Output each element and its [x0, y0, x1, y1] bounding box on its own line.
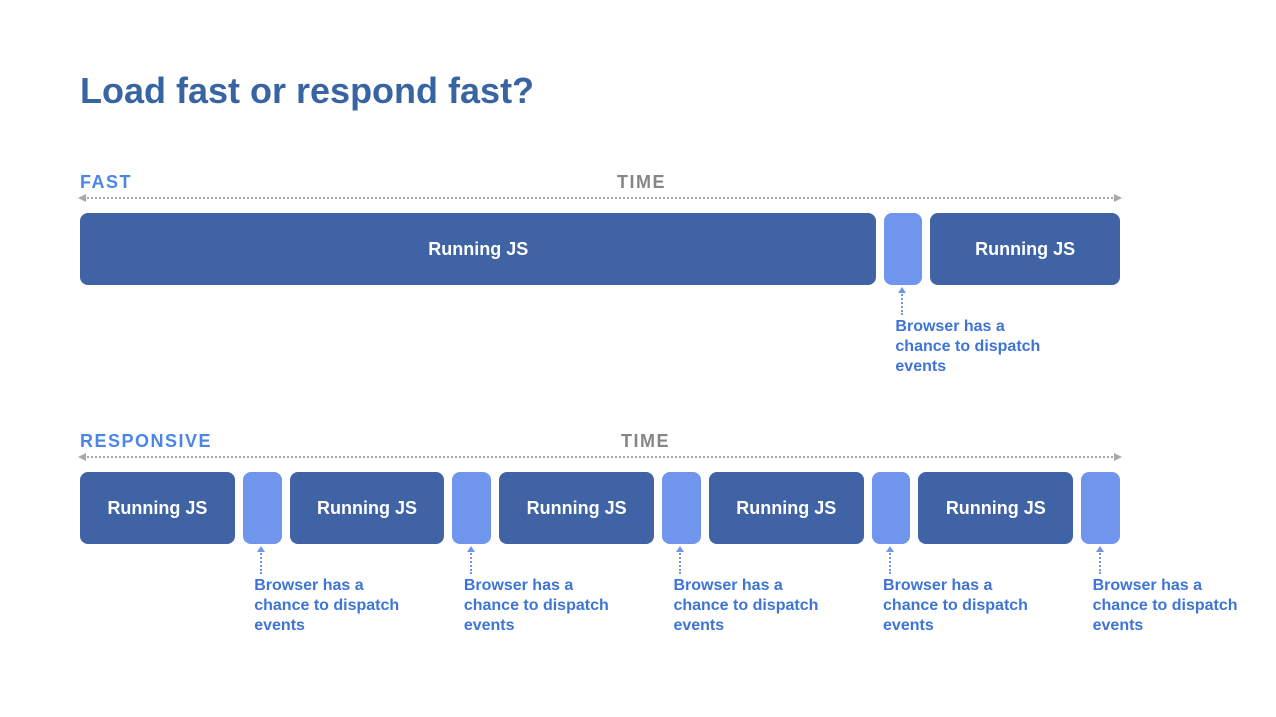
dispatch-annotation: Browser has a chance to dispatch events	[1093, 550, 1243, 636]
annotations-row: Browser has a chance to dispatch events B…	[80, 550, 1120, 640]
timeline-axis	[80, 456, 1120, 458]
event-gap-block	[872, 472, 911, 544]
page-title: Load fast or respond fast?	[80, 70, 1196, 112]
event-gap-block	[243, 472, 282, 544]
event-gap-block	[452, 472, 491, 544]
time-label: TIME	[621, 431, 670, 452]
section-label-responsive: RESPONSIVE	[80, 431, 212, 452]
diagram-root: FASTTIMEFASTRunning JSRunning JSBrowser …	[80, 172, 1196, 640]
annotation-text: Browser has a chance to dispatch events	[1093, 576, 1243, 636]
js-task-block: Running JS	[930, 213, 1120, 285]
annotation-arrow-icon	[1099, 550, 1101, 574]
annotation-arrow-icon	[901, 291, 903, 315]
timeline-section-fast: FASTTIMEFASTRunning JSRunning JSBrowser …	[80, 172, 1196, 381]
annotation-arrow-icon	[470, 550, 472, 574]
time-label: TIME	[617, 172, 666, 193]
section-header: FASTTIMEFAST	[80, 172, 1196, 193]
blocks-row: Running JS Running JS	[80, 213, 1120, 285]
annotation-arrow-icon	[679, 550, 681, 574]
dispatch-annotation: Browser has a chance to dispatch events	[673, 550, 823, 636]
blocks-row: Running JS Running JS Running JS Running JS…	[80, 472, 1120, 544]
dispatch-annotation: Browser has a chance to dispatch events	[464, 550, 614, 636]
annotations-row: Browser has a chance to dispatch events	[80, 291, 1120, 381]
section-label-fast: FAST	[80, 172, 132, 193]
annotation-text: Browser has a chance to dispatch events	[254, 576, 404, 636]
event-gap-block	[1081, 472, 1120, 544]
annotation-arrow-icon	[260, 550, 262, 574]
dispatch-annotation: Browser has a chance to dispatch events	[254, 550, 404, 636]
annotation-arrow-icon	[889, 550, 891, 574]
annotation-text: Browser has a chance to dispatch events	[895, 317, 1045, 377]
event-gap-block	[662, 472, 701, 544]
timeline-axis	[80, 197, 1120, 199]
js-task-block: Running JS	[290, 472, 445, 544]
event-gap-block	[884, 213, 922, 285]
js-task-block: Running JS	[918, 472, 1073, 544]
annotation-text: Browser has a chance to dispatch events	[464, 576, 614, 636]
dispatch-annotation: Browser has a chance to dispatch events	[883, 550, 1033, 636]
js-task-block: Running JS	[499, 472, 654, 544]
annotation-text: Browser has a chance to dispatch events	[883, 576, 1033, 636]
js-task-block: Running JS	[709, 472, 864, 544]
dispatch-annotation: Browser has a chance to dispatch events	[895, 291, 1045, 377]
annotation-text: Browser has a chance to dispatch events	[673, 576, 823, 636]
js-task-block: Running JS	[80, 213, 876, 285]
timeline-section-responsive: RESPONSIVETIMERESPONSIVERunning JSRunnin…	[80, 431, 1196, 640]
section-header: RESPONSIVETIMERESPONSIVE	[80, 431, 1196, 452]
js-task-block: Running JS	[80, 472, 235, 544]
